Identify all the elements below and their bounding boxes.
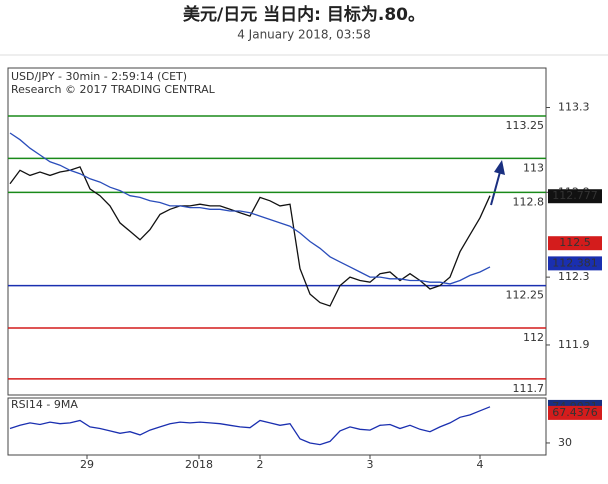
rsi-panel <box>7 397 547 456</box>
rsi-title: RSI14 - 9MA <box>11 398 78 411</box>
series-line <box>9 166 491 307</box>
main-panel <box>7 67 547 396</box>
x-tick-label: 4 <box>477 458 484 471</box>
panel-subtitle: Research © 2017 TRADING CENTRAL <box>11 83 216 96</box>
level-label: 112 <box>523 331 544 344</box>
page-subtitle: 4 January 2018, 03:58 <box>237 28 371 42</box>
price-marker <box>548 256 602 271</box>
price-marker-label: 67.4376 <box>552 406 598 419</box>
series-line <box>9 132 491 285</box>
forecast-arrow <box>490 171 501 206</box>
level-label: 113.25 <box>506 119 545 132</box>
level-label: 112.25 <box>506 289 545 302</box>
arrow-head <box>494 160 505 175</box>
price-marker-label: 112.777 <box>552 189 598 202</box>
y-tick-label: 111.9 <box>558 338 590 351</box>
level-label: 111.7 <box>513 382 545 395</box>
x-tick-label: 2018 <box>185 458 213 471</box>
level-label: 113 <box>523 161 544 174</box>
y-tick-label: 113.3 <box>558 101 590 114</box>
price-marker <box>548 189 602 204</box>
page-title: 美元/日元 当日内: 目标为.80。 <box>183 4 425 25</box>
series-line <box>9 406 491 446</box>
x-tick-label: 29 <box>80 458 94 471</box>
price-marker <box>548 405 602 420</box>
price-marker-label: 112.5 <box>559 236 591 249</box>
level-label: 112.8 <box>513 195 545 208</box>
price-marker-label: 112.381 <box>552 256 598 269</box>
x-tick-label: 3 <box>367 458 374 471</box>
y-tick-label: 30 <box>558 436 572 449</box>
x-tick-label: 2 <box>257 458 264 471</box>
price-marker <box>548 236 602 251</box>
panel-title: USD/JPY - 30min - 2:59:14 (CET) <box>11 70 187 83</box>
y-tick-label: 112.3 <box>558 270 590 283</box>
